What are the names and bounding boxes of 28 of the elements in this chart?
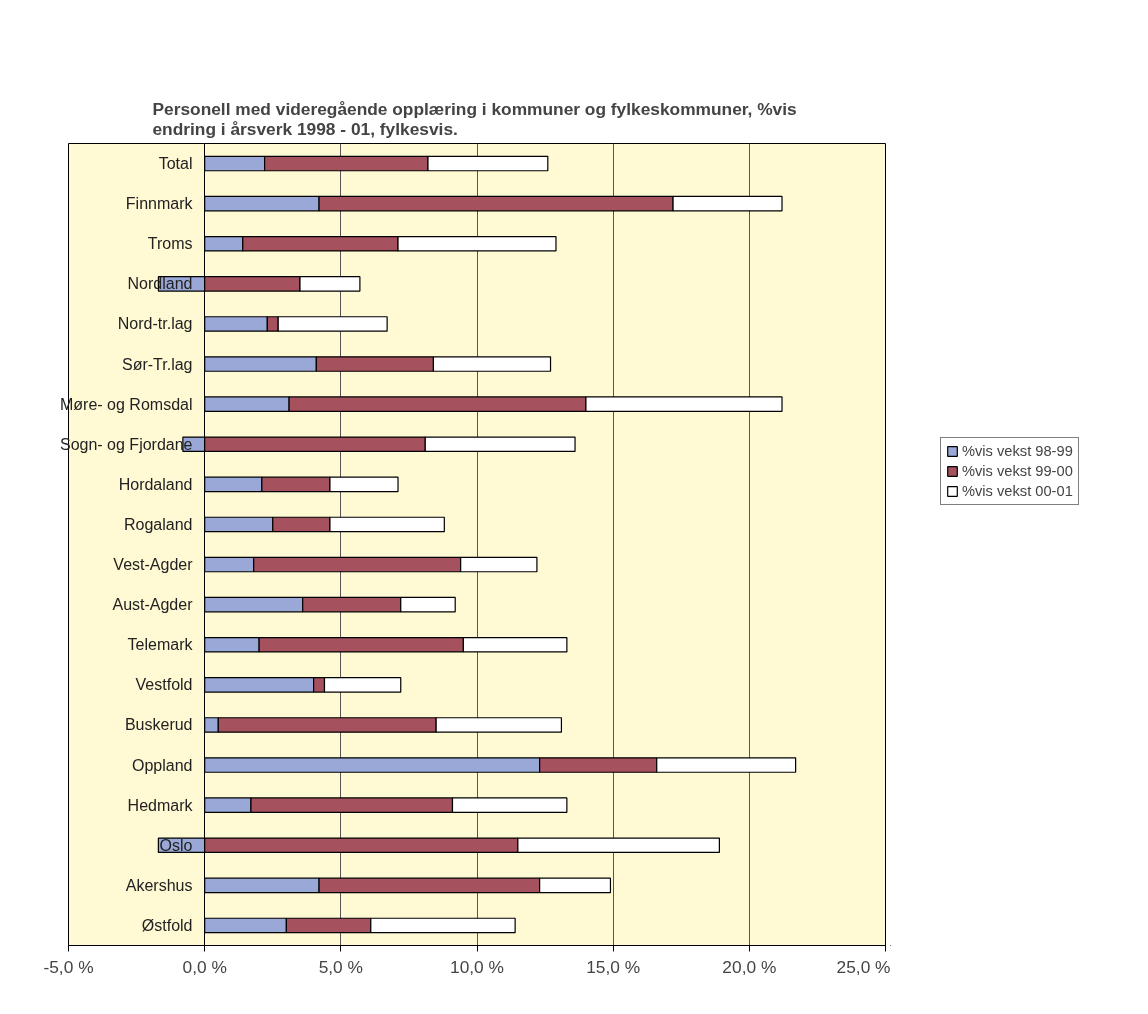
legend-label: %vis vekst 99-00 [962, 463, 1073, 479]
y-tick-label: Troms [147, 235, 193, 253]
y-tick-label: Rogaland [124, 515, 193, 533]
x-tick-label: 10,0 % [450, 956, 504, 977]
x-tick-label: 15,0 % [586, 956, 641, 977]
x-tick-label: 0,0 % [182, 956, 227, 977]
x-tick-label: 20,0 % [722, 956, 777, 977]
y-tick-label: Oslo [159, 836, 193, 854]
y-tick-label: Aust-Agder [112, 596, 194, 614]
x-tick-label: -5,0 % [43, 956, 94, 977]
x-tick-label: 5,0 % [318, 956, 363, 977]
y-tick-label: Total [158, 155, 193, 173]
y-tick-label: Oppland [132, 756, 193, 774]
y-tick-label: Buskerud [124, 716, 193, 734]
y-tick-label: Nord-tr.lag [117, 315, 193, 333]
legend-label: %vis vekst 00-01 [962, 483, 1073, 499]
y-tick-label: Vest-Agder [113, 556, 194, 574]
y-tick-label: Finnmark [125, 195, 194, 213]
y-tick-label: Sør-Tr.lag [121, 355, 193, 373]
y-tick-label: Akershus [125, 876, 193, 894]
y-tick-label: Hordaland [118, 475, 193, 493]
y-tick-label: Hedmark [127, 796, 194, 814]
y-tick-label: Østfold [141, 916, 193, 934]
x-tick-label: 25,0 % [836, 956, 891, 977]
y-tick-label: Vestfold [135, 676, 193, 694]
y-tick-label: Telemark [127, 636, 194, 654]
chart-title: Personell med videregående opplæring i kommuner og fylkeskommuner, %vis endring i årsverk 1998 - 01, fylkesvis. [152, 98, 797, 139]
legend-label: %vis vekst 98-99 [962, 443, 1073, 459]
